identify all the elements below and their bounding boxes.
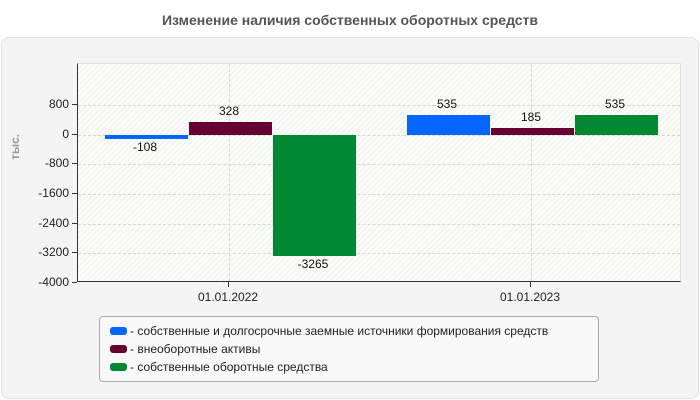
bar: [188, 122, 272, 135]
value-label: 535: [436, 96, 458, 111]
chart-title: Изменение наличия собственных оборотных …: [161, 12, 539, 28]
x-tick-label: 01.01.2023: [499, 290, 561, 304]
gridline: [78, 134, 680, 136]
y-tick-label: -4000: [38, 275, 69, 289]
value-label: 185: [520, 109, 542, 124]
value-label: -108: [132, 139, 158, 154]
vertical-gridline: [229, 64, 230, 281]
legend-label: - собственные оборотные средства: [130, 360, 328, 374]
gridline: [78, 104, 680, 106]
y-tick-mark: [72, 133, 77, 135]
plot-area: [77, 63, 681, 282]
value-label: 328: [218, 104, 240, 119]
legend-label: - собственные и долгосрочные заемные ист…: [130, 324, 549, 338]
gridline: [78, 164, 680, 166]
y-tick-mark: [72, 252, 77, 254]
bar: [406, 114, 490, 135]
legend: - собственные и долгосрочные заемные ист…: [99, 316, 599, 382]
y-tick-mark: [72, 222, 77, 224]
x-tick-mark: [530, 282, 531, 287]
legend-item: - собственные оборотные средства: [110, 358, 598, 376]
legend-swatch-icon: [110, 345, 127, 353]
y-tick-label: -2400: [38, 215, 69, 230]
gridline: [78, 223, 680, 225]
y-tick-label: -1600: [38, 185, 69, 200]
bar: [574, 114, 658, 135]
legend-item: - собственные и долгосрочные заемные ист…: [110, 322, 598, 340]
gridline: [78, 253, 680, 255]
y-tick-mark: [72, 192, 77, 194]
y-tick-mark: [72, 163, 77, 165]
y-tick-label: 0: [62, 126, 69, 141]
y-tick-label: -800: [44, 156, 69, 171]
legend-swatch-icon: [110, 327, 127, 335]
y-tick-mark: [72, 282, 77, 283]
y-tick-mark: [72, 103, 77, 105]
value-label: -3265: [297, 256, 329, 271]
legend-swatch-icon: [110, 363, 127, 371]
value-label: 535: [604, 96, 626, 111]
x-tick-mark: [228, 282, 229, 287]
gridline: [78, 193, 680, 195]
legend-label: - внеоборотные активы: [130, 342, 261, 356]
bar: [490, 127, 574, 135]
legend-item: - внеоборотные активы: [110, 340, 598, 358]
bar: [104, 134, 188, 139]
bar: [272, 134, 356, 256]
x-tick-label: 01.01.2022: [197, 290, 259, 304]
y-tick-label: -3200: [38, 245, 69, 260]
y-tick-label: 800: [48, 96, 69, 111]
vertical-gridline: [531, 64, 532, 281]
